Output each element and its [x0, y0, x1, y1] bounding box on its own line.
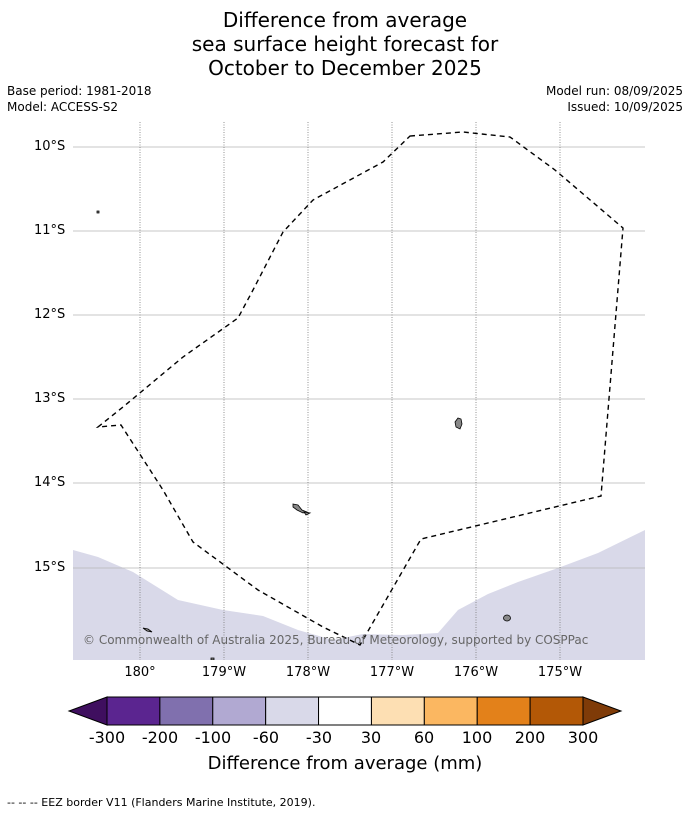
- colorbar: [67, 696, 623, 726]
- island-northwest: [96, 210, 100, 214]
- lat-label-13s: 13°S: [34, 391, 66, 406]
- colorbar-segment: [265, 696, 320, 726]
- title-line-1: Difference from average: [222, 8, 468, 32]
- lat-label-14s: 14°S: [34, 475, 66, 490]
- colorbar-segment: [159, 696, 214, 726]
- sea-anomaly-band: [73, 530, 645, 660]
- colorbar-extend-high: [582, 696, 623, 726]
- island-south: [210, 657, 215, 660]
- title-line-2: sea surface height forecast for: [191, 32, 499, 56]
- lon-label-177w: 177°W: [369, 665, 415, 680]
- lon-label-176w: 176°W: [453, 665, 499, 680]
- island-southeast: [503, 614, 511, 622]
- copyright-notice: © Commonwealth of Australia 2025, Bureau…: [83, 633, 589, 647]
- lon-label-178w: 178°W: [285, 665, 331, 680]
- eez-border: [95, 131, 624, 646]
- colorbar-tick: 60: [413, 728, 435, 747]
- colorbar-tick: 300: [567, 728, 599, 747]
- island-central-small: [303, 511, 312, 516]
- lon-gridlines: [139, 122, 561, 660]
- colorbar-tick: -200: [141, 728, 179, 747]
- island-central: [292, 503, 309, 514]
- colorbar-tick: -60: [252, 728, 280, 747]
- lon-label-175w: 175°W: [537, 665, 583, 680]
- colorbar-segment: [370, 696, 425, 726]
- island-east: [454, 417, 463, 430]
- issued-date: Issued: 10/09/2025: [567, 100, 683, 114]
- title-line-3: October to December 2025: [208, 56, 482, 80]
- colorbar-tick: 30: [360, 728, 382, 747]
- meta-right: Model run: 08/09/2025 Issued: 10/09/2025: [546, 83, 683, 115]
- model-name: Model: ACCESS-S2: [7, 100, 119, 114]
- islands: [96, 210, 511, 660]
- lat-label-11s: 11°S: [34, 223, 66, 238]
- colorbar-tick: 100: [461, 728, 493, 747]
- chart-title: Difference from average sea surface heig…: [0, 8, 690, 80]
- colorbar-segment: [318, 696, 372, 726]
- colorbar-segment: [423, 696, 478, 726]
- colorbar-segment: [212, 696, 267, 726]
- map-panel: [73, 122, 645, 660]
- colorbar-tick: -30: [305, 728, 333, 747]
- colorbar-tick: -300: [88, 728, 126, 747]
- colorbar-segment: [476, 696, 531, 726]
- lat-label-12s: 12°S: [34, 307, 66, 322]
- meta-left: Base period: 1981-2018 Model: ACCESS-S2: [7, 83, 152, 115]
- colorbar-segment: [529, 696, 584, 726]
- colorbar-extend-low: [67, 696, 108, 726]
- colorbar-segment: [106, 696, 161, 726]
- lon-label-179w: 179°W: [201, 665, 247, 680]
- eez-legend-note: -- -- -- EEZ border V11 (Flanders Marine…: [7, 796, 316, 809]
- lon-label-180: 180°: [124, 665, 156, 680]
- colorbar-title: Difference from average (mm): [207, 753, 483, 774]
- lat-gridlines: [73, 146, 645, 569]
- model-run: Model run: 08/09/2025: [545, 84, 683, 98]
- colorbar-tick: -100: [194, 728, 232, 747]
- base-period: Base period: 1981-2018: [7, 84, 152, 98]
- island-southwest: [142, 627, 153, 633]
- lat-label-10s: 10°S: [34, 139, 66, 154]
- lat-label-15s: 15°S: [34, 560, 66, 575]
- colorbar-tick: 200: [514, 728, 546, 747]
